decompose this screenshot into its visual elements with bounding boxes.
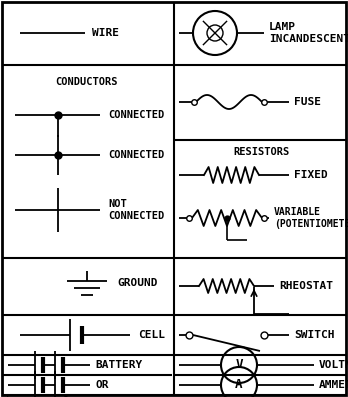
Text: +: + <box>5 393 10 397</box>
Text: FIXED: FIXED <box>294 170 328 180</box>
Text: CONDUCTORS: CONDUCTORS <box>56 77 118 87</box>
Text: LAMP
INCANDESCENT: LAMP INCANDESCENT <box>269 22 348 44</box>
Text: WIRE: WIRE <box>92 28 119 38</box>
Text: V: V <box>235 358 243 372</box>
Text: RESISTORS: RESISTORS <box>233 147 289 157</box>
Text: AMMETER: AMMETER <box>319 380 348 390</box>
Text: CELL: CELL <box>138 330 165 340</box>
Text: GROUND: GROUND <box>117 278 158 288</box>
Text: BATTERY: BATTERY <box>95 360 142 370</box>
Text: SWITCH: SWITCH <box>294 330 334 340</box>
Text: FUSE: FUSE <box>294 97 321 107</box>
Text: NOT
CONNECTED: NOT CONNECTED <box>108 199 164 221</box>
Text: VOLTMETER: VOLTMETER <box>319 360 348 370</box>
Text: VARIABLE
(POTENTIOMETER): VARIABLE (POTENTIOMETER) <box>274 207 348 229</box>
Text: -: - <box>63 392 69 397</box>
Text: A: A <box>235 378 243 391</box>
Text: RHEOSTAT: RHEOSTAT <box>279 281 333 291</box>
Text: CONNECTED: CONNECTED <box>108 150 164 160</box>
Text: CONNECTED: CONNECTED <box>108 110 164 120</box>
Text: OR: OR <box>95 380 109 390</box>
